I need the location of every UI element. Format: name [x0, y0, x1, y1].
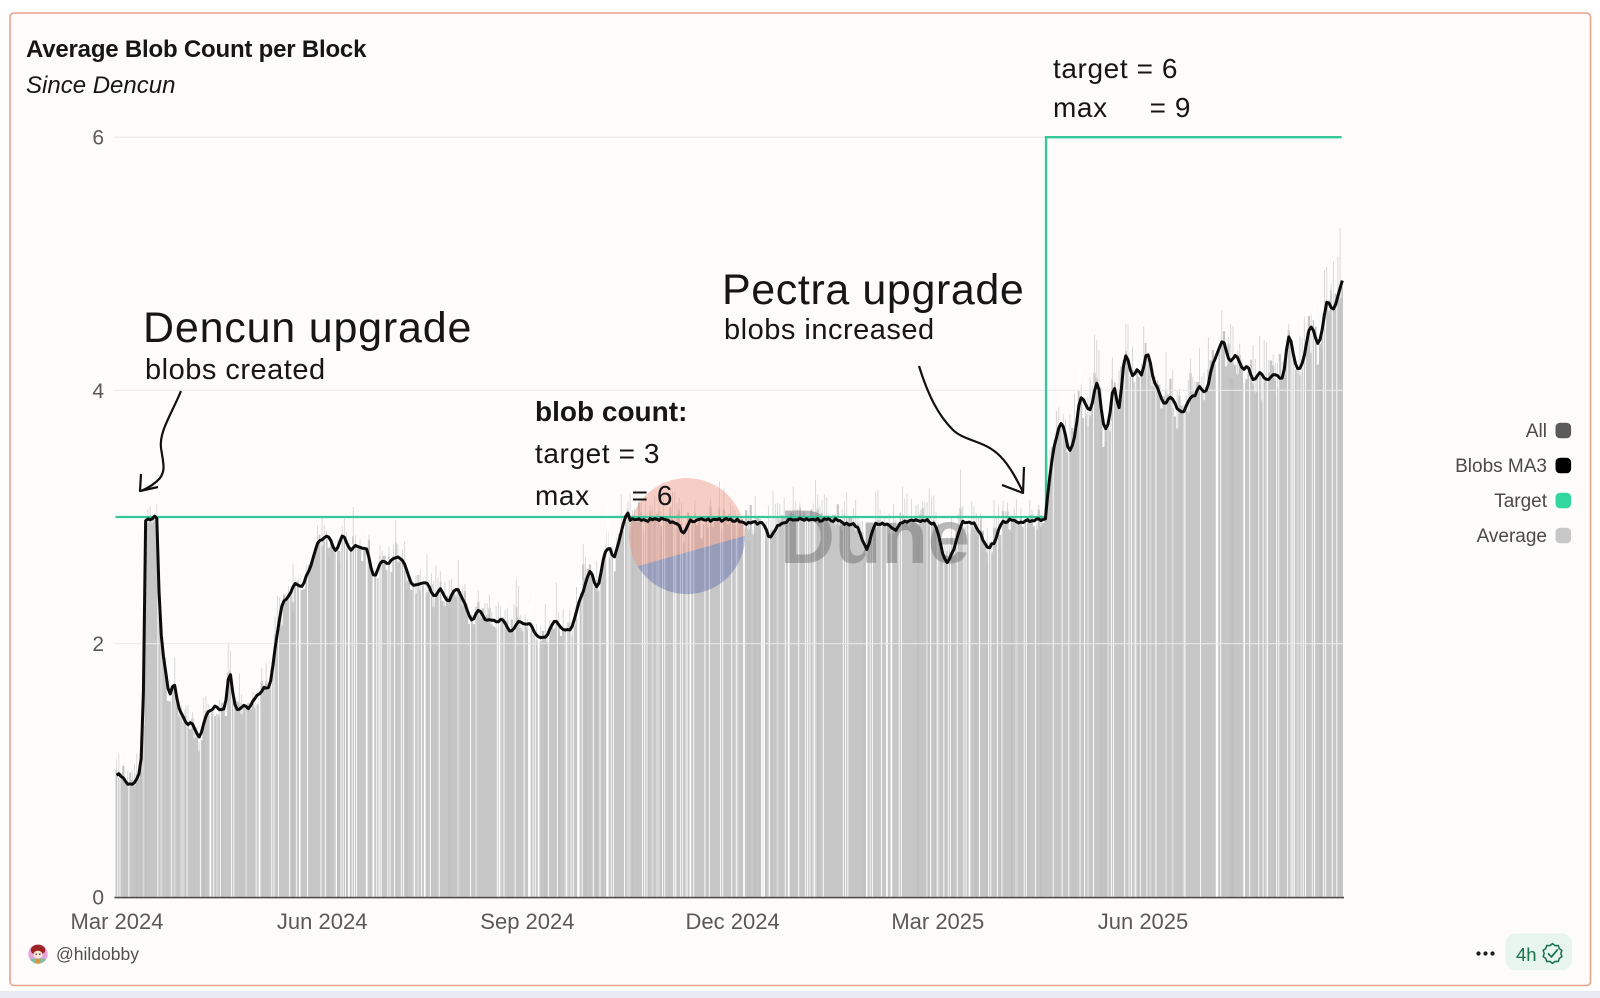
svg-text:Sep 2024: Sep 2024	[480, 909, 574, 934]
svg-text:blobs created: blobs created	[145, 354, 326, 386]
svg-text:6: 6	[92, 127, 104, 150]
svg-text:Mar 2025: Mar 2025	[891, 909, 984, 934]
svg-text:4h: 4h	[1516, 944, 1537, 965]
svg-text:Dune: Dune	[780, 495, 970, 580]
svg-text:blob count:: blob count:	[535, 396, 687, 427]
svg-text:0: 0	[92, 886, 104, 909]
svg-text:blobs increased: blobs increased	[724, 314, 935, 346]
svg-text:Jun 2025: Jun 2025	[1098, 909, 1189, 934]
svg-text:target = 3: target = 3	[535, 438, 660, 469]
svg-text:Mar 2024: Mar 2024	[71, 909, 164, 934]
svg-text:Pectra upgrade: Pectra upgrade	[722, 266, 1024, 314]
svg-text:Dencun upgrade: Dencun upgrade	[143, 304, 472, 352]
svg-text:Dec 2024: Dec 2024	[686, 909, 780, 934]
svg-text:All: All	[1526, 421, 1547, 442]
svg-text:Since Dencun: Since Dencun	[26, 72, 175, 99]
svg-text:Blobs MA3: Blobs MA3	[1455, 456, 1547, 477]
svg-text:Jun 2024: Jun 2024	[277, 909, 368, 934]
svg-text:2: 2	[92, 633, 104, 656]
svg-text:Average: Average	[1477, 526, 1547, 547]
svg-text:max = 9: max = 9	[1053, 92, 1191, 123]
svg-text:@hildobby: @hildobby	[56, 944, 139, 964]
svg-text:target = 6: target = 6	[1053, 53, 1178, 84]
svg-text:4: 4	[92, 380, 104, 403]
svg-text:max = 6: max = 6	[535, 480, 673, 511]
svg-text:Average Blob Count per Block: Average Blob Count per Block	[26, 36, 367, 63]
svg-text:Target: Target	[1494, 491, 1548, 512]
